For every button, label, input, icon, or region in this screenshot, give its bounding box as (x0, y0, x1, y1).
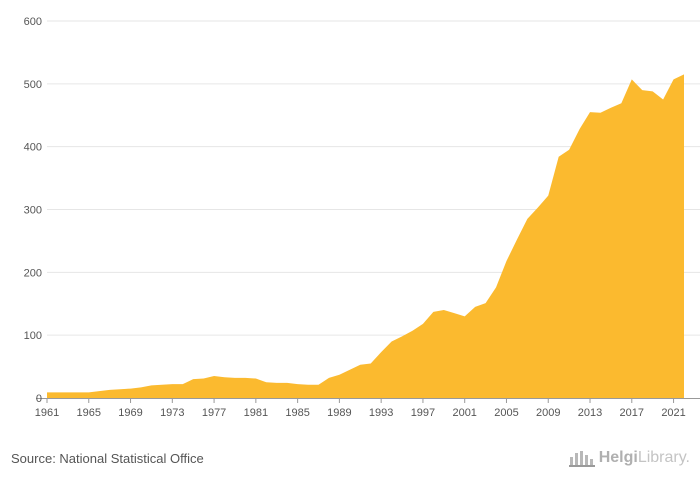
x-tick-label-1973: 1973 (160, 407, 184, 419)
y-axis-ticks: 0 100 200 300 400 500 600 (24, 16, 42, 405)
x-axis-ticks: 1961 1965 1969 1973 1977 1981 1985 1989 1993 1997… (35, 398, 686, 419)
logo-brand-bold: Helgi (598, 449, 638, 466)
x-tick-label-1989: 1989 (327, 407, 351, 419)
helgi-library-logo[interactable]: Helgi Library. (568, 449, 690, 467)
area-layer (47, 74, 684, 399)
x-tick-label-2005: 2005 (494, 407, 518, 419)
helgi-library-logo-icon (568, 451, 595, 467)
x-tick-label-1981: 1981 (244, 407, 268, 419)
y-tick-label-600: 600 (24, 16, 42, 28)
y-tick-label-400: 400 (24, 142, 42, 154)
x-tick-label-2013: 2013 (578, 407, 602, 419)
x-tick-label-2017: 2017 (620, 407, 644, 419)
y-tick-label-200: 200 (24, 267, 42, 279)
y-tick-label-100: 100 (24, 330, 42, 342)
x-tick-label-1969: 1969 (118, 407, 142, 419)
source-note: Source: National Statistical Office (11, 451, 204, 466)
x-tick-label-1961: 1961 (35, 407, 59, 419)
y-tick-label-500: 500 (24, 79, 42, 91)
x-tick-label-2021: 2021 (661, 407, 685, 419)
series-area (47, 74, 684, 399)
x-tick-label-1965: 1965 (77, 407, 101, 419)
x-tick-label-2001: 2001 (452, 407, 476, 419)
y-tick-label-300: 300 (24, 205, 42, 217)
x-tick-label-1977: 1977 (202, 407, 226, 419)
x-tick-label-1993: 1993 (369, 407, 393, 419)
logo-brand-light: Library. (637, 449, 690, 466)
x-tick-label-2009: 2009 (536, 407, 560, 419)
x-tick-label-1985: 1985 (285, 407, 309, 419)
y-tick-label-0: 0 (36, 393, 42, 405)
x-tick-label-1997: 1997 (411, 407, 435, 419)
